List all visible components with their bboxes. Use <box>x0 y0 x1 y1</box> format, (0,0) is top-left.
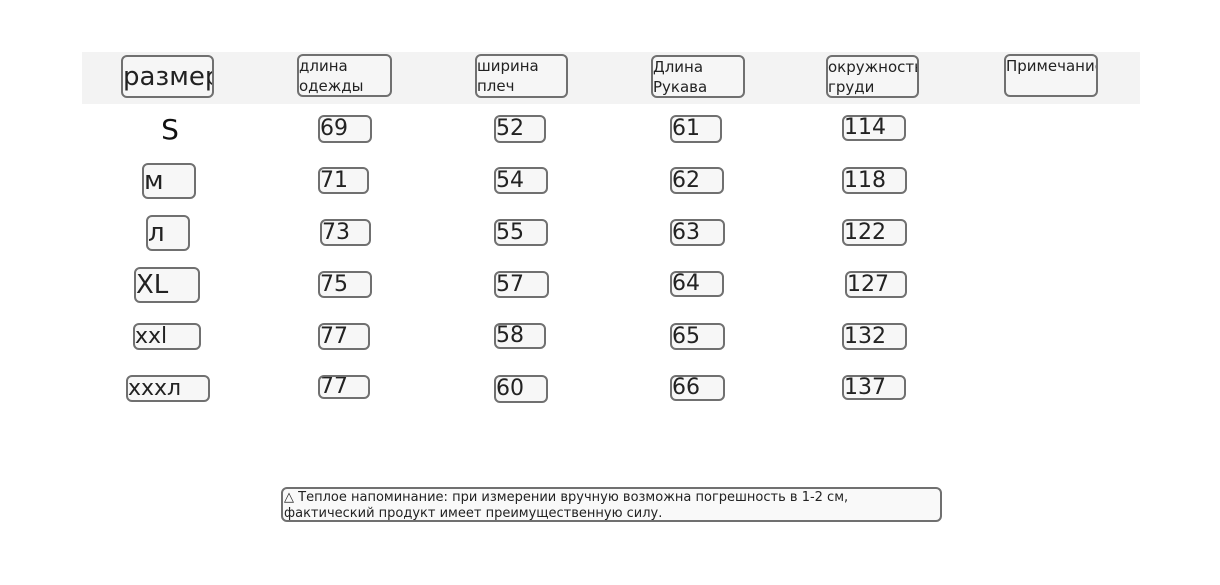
row-shoulder-width: 57 <box>494 271 549 298</box>
row-garment-length: 73 <box>320 219 371 246</box>
row-sleeve-length: 65 <box>670 323 725 350</box>
row-shoulder-width: 54 <box>494 167 548 194</box>
row-sleeve-length: 62 <box>670 167 724 194</box>
row-size-label: xxl <box>133 323 201 350</box>
row-size-label: м <box>142 163 196 199</box>
row-shoulder-width: 60 <box>494 375 548 403</box>
row-garment-length: 77 <box>318 323 370 350</box>
row-garment-length: 69 <box>318 115 372 143</box>
measurement-note: △ Теплое напоминание: при измерении вруч… <box>281 487 942 522</box>
measurement-note-text: Теплое напоминание: при измерении вручну… <box>284 490 849 521</box>
row-sleeve-length: 63 <box>670 219 725 246</box>
warning-triangle-icon: △ <box>284 490 294 505</box>
row-sleeve-length: 64 <box>670 271 724 297</box>
header-sleeve-length: Длина Рукава <box>651 55 745 98</box>
row-sleeve-length: 66 <box>670 375 725 401</box>
row-chest-circumference: 118 <box>842 167 907 194</box>
table-header-band <box>82 52 1140 104</box>
row-shoulder-width: 52 <box>494 115 546 143</box>
row-garment-length: 71 <box>318 167 369 194</box>
row-sleeve-length: 61 <box>670 115 722 143</box>
row-chest-circumference: 122 <box>842 219 907 246</box>
row-size-label: XL <box>134 267 200 303</box>
row-size-label: S <box>161 113 179 146</box>
row-size-label: xxxл <box>126 375 210 402</box>
header-garment-length: длина одежды <box>297 54 392 97</box>
row-chest-circumference: 132 <box>842 323 907 350</box>
row-shoulder-width: 58 <box>494 323 546 349</box>
row-garment-length: 75 <box>318 271 372 298</box>
row-chest-circumference: 114 <box>842 115 906 141</box>
header-shoulder-width: ширина плеч <box>475 54 568 98</box>
row-chest-circumference: 137 <box>842 375 906 400</box>
row-shoulder-width: 55 <box>494 219 548 246</box>
row-garment-length: 77 <box>318 375 370 399</box>
header-note: Примечание <box>1004 54 1098 97</box>
row-size-label: л <box>146 215 190 251</box>
header-size: размер <box>121 55 214 98</box>
row-chest-circumference: 127 <box>845 271 907 298</box>
header-chest-circumference: окружность груди <box>826 55 919 98</box>
